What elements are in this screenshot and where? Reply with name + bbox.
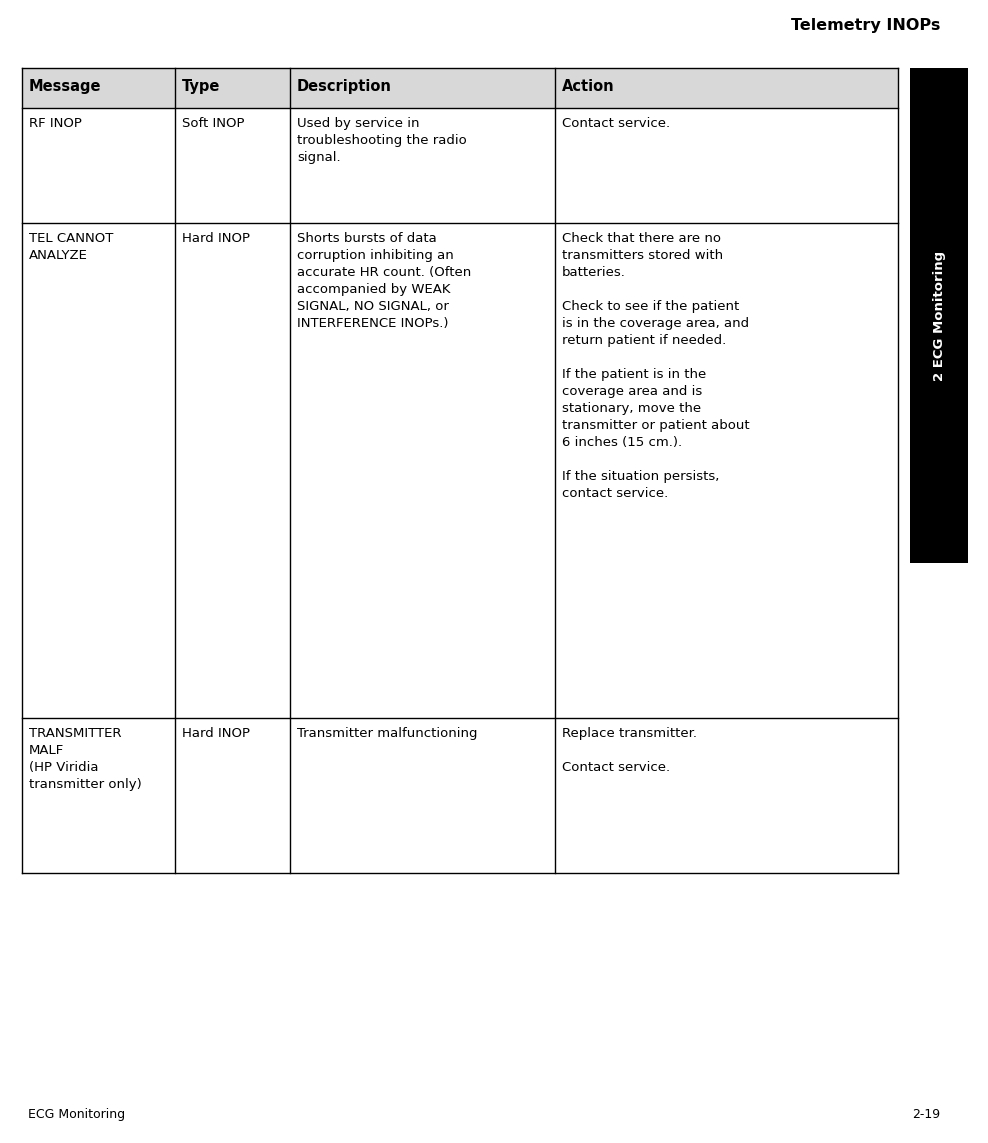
Text: 2-19: 2-19 [912, 1108, 940, 1121]
Bar [22, 67, 898, 107]
Text: Replace transmitter.

Contact service.: Replace transmitter. Contact service. [562, 727, 697, 774]
Text: Type: Type [182, 79, 220, 94]
Text: Shorts bursts of data
corruption inhibiting an
accurate HR count. (Often
accompa: Shorts bursts of data corruption inhibit… [297, 232, 471, 330]
Text: Hard INOP: Hard INOP [182, 232, 250, 245]
Text: RF INOP: RF INOP [29, 117, 82, 130]
Text: Check that there are no
transmitters stored with
batteries.

Check to see if the: Check that there are no transmitters sto… [562, 232, 750, 499]
Text: Used by service in
troubleshooting the radio
signal.: Used by service in troubleshooting the r… [297, 117, 466, 163]
Text: Action: Action [562, 79, 615, 94]
Text: Hard INOP: Hard INOP [182, 727, 250, 740]
Text: Transmitter malfunctioning: Transmitter malfunctioning [297, 727, 477, 740]
Text: ECG Monitoring: ECG Monitoring [28, 1108, 125, 1121]
Text: Message: Message [29, 79, 102, 94]
Bar [910, 67, 968, 563]
Text: TRANSMITTER
MALF
(HP Viridia
transmitter only): TRANSMITTER MALF (HP Viridia transmitter… [29, 727, 141, 791]
Text: Description: Description [297, 79, 392, 94]
Text: Soft INOP: Soft INOP [182, 117, 244, 130]
Text: 2 ECG Monitoring: 2 ECG Monitoring [933, 250, 946, 381]
Text: Telemetry INOPs: Telemetry INOPs [790, 18, 940, 33]
Text: TEL CANNOT
ANALYZE: TEL CANNOT ANALYZE [29, 232, 114, 262]
Text: Contact service.: Contact service. [562, 117, 670, 130]
